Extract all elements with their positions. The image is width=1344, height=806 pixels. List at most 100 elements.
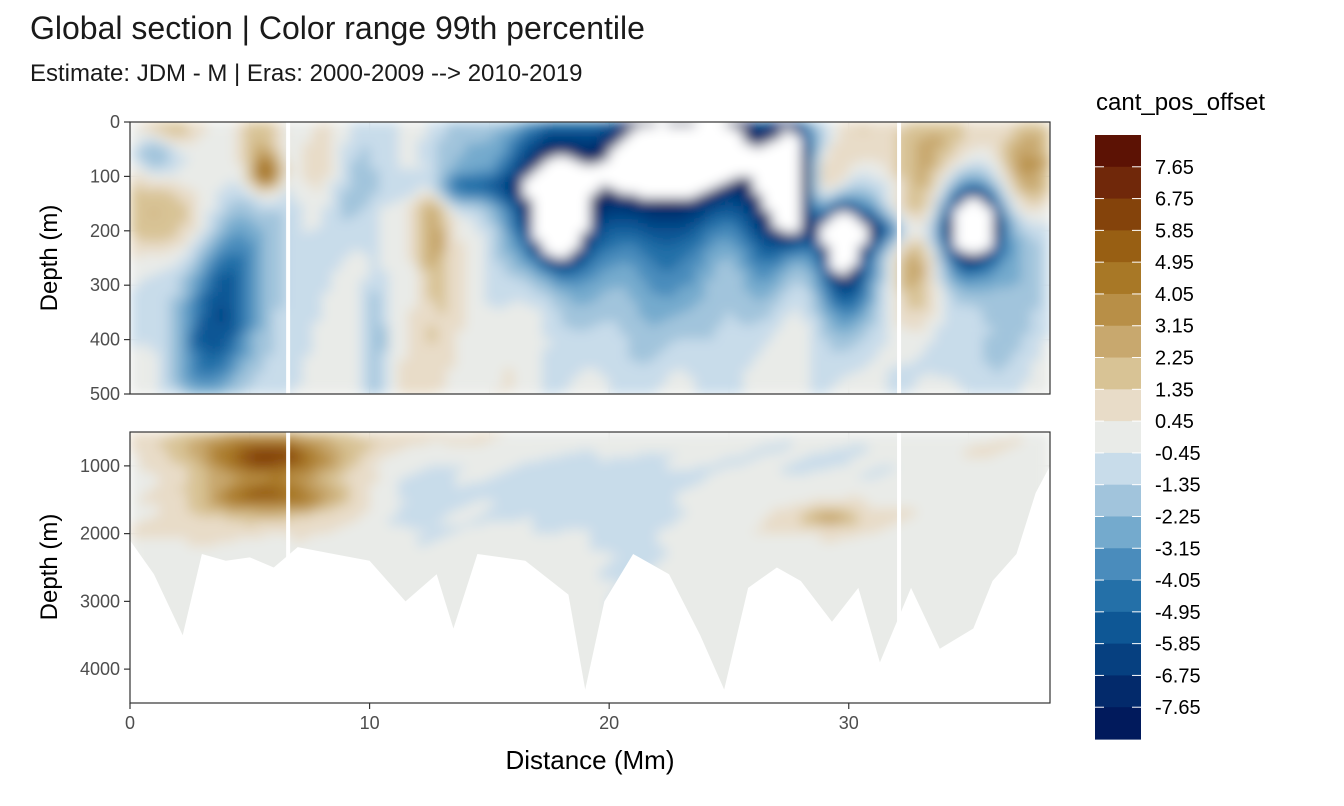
field-cell <box>714 275 725 281</box>
field-cell <box>388 389 400 394</box>
field-cell <box>599 351 610 357</box>
field-cell <box>197 224 208 230</box>
field-cell <box>561 215 572 221</box>
field-cell <box>513 207 524 213</box>
field-cell <box>369 134 380 140</box>
field-cell <box>331 219 342 225</box>
field-cell <box>618 351 630 357</box>
field-cell <box>867 202 879 208</box>
field-cell <box>791 287 802 293</box>
field-cell <box>503 389 515 394</box>
field-cell <box>350 326 361 332</box>
field-cell <box>561 270 572 276</box>
field-cell <box>340 360 352 366</box>
field-cell <box>340 296 352 302</box>
field-cell <box>762 245 773 251</box>
field-cell <box>762 181 773 187</box>
field-cell <box>245 283 256 289</box>
field-cell <box>302 143 313 149</box>
field-cell <box>446 283 457 289</box>
field-cell <box>206 122 218 128</box>
field-cell <box>724 185 735 191</box>
field-cell <box>130 177 141 183</box>
field-cell <box>705 300 716 306</box>
field-cell <box>197 143 208 149</box>
field-cell <box>810 347 821 353</box>
field-cell <box>810 134 821 140</box>
field-cell <box>177 347 189 353</box>
field-cell <box>407 355 419 361</box>
field-cell <box>264 266 275 272</box>
field-cell <box>676 351 687 357</box>
field-cell <box>379 126 390 132</box>
field-cell <box>379 347 390 353</box>
field-cell <box>292 296 304 302</box>
field-cell <box>446 343 457 349</box>
field-cell <box>522 296 534 302</box>
field-cell <box>321 334 333 340</box>
field-cell <box>168 343 179 349</box>
field-cell <box>676 338 687 344</box>
field-cell <box>561 372 572 378</box>
field-cell <box>599 385 610 391</box>
field-cell <box>695 283 706 289</box>
field-cell <box>647 219 658 225</box>
field-cell <box>398 173 409 179</box>
field-cell <box>168 122 179 128</box>
field-cell <box>168 377 179 383</box>
field-cell <box>800 338 812 344</box>
field-cell <box>158 181 170 187</box>
field-cell <box>331 317 342 323</box>
field-cell <box>436 241 448 247</box>
field-cell <box>475 326 486 332</box>
field-cell <box>273 351 285 357</box>
field-cell <box>360 338 371 344</box>
field-cell <box>417 211 428 217</box>
field-cell <box>532 232 543 238</box>
field-cell <box>561 168 572 174</box>
field-cell <box>772 253 783 259</box>
field-cell <box>225 130 237 136</box>
field-cell <box>149 266 160 272</box>
field-cell <box>484 283 495 289</box>
field-cell <box>570 228 582 234</box>
field-cell <box>388 156 400 162</box>
field-cell <box>475 292 486 298</box>
field-cell <box>340 134 352 140</box>
field-cell <box>494 270 505 276</box>
field-cell <box>532 300 543 306</box>
field-cell <box>772 156 783 162</box>
field-cell <box>685 321 697 327</box>
field-cell <box>292 126 304 132</box>
field-cell <box>350 143 361 149</box>
field-cell <box>427 207 438 213</box>
field-cell <box>407 173 419 179</box>
field-cell <box>177 262 189 268</box>
field-cell <box>340 279 352 285</box>
field-cell <box>436 296 448 302</box>
field-cell <box>752 181 764 187</box>
field-cell <box>695 228 706 234</box>
field-cell <box>455 385 467 391</box>
field-cell <box>312 177 323 183</box>
field-cell <box>312 355 323 361</box>
field-cell <box>331 330 342 336</box>
field-cell <box>369 249 380 255</box>
field-cell <box>398 228 409 234</box>
field-cell <box>628 326 639 332</box>
field-cell <box>187 372 198 378</box>
field-cell <box>800 194 812 200</box>
field-cell <box>791 253 802 259</box>
field-cell <box>254 304 265 310</box>
field-cell <box>254 262 265 268</box>
field-cell <box>149 313 160 319</box>
field-cell <box>407 287 419 293</box>
field-cell <box>446 143 457 149</box>
field-cell <box>446 347 457 353</box>
field-cell <box>245 304 256 310</box>
field-cell <box>820 321 831 327</box>
field-cell <box>820 351 831 357</box>
field-cell <box>139 334 150 340</box>
field-cell <box>340 330 352 336</box>
